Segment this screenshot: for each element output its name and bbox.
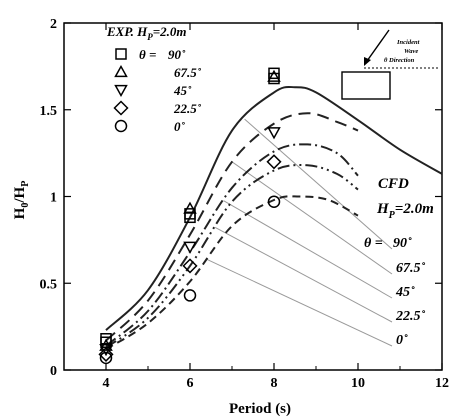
cfd-legend-theta: θ = bbox=[364, 236, 383, 251]
cfd-line-22-5 bbox=[105, 164, 359, 349]
cfd-legend-title: CFD bbox=[378, 176, 409, 192]
exp-point-0 bbox=[183, 289, 197, 302]
inset-label-2: Wave bbox=[404, 48, 418, 55]
exp-legend-label-67-5: 67.5˚ bbox=[174, 65, 202, 80]
x-tick-label-10: 10 bbox=[351, 376, 365, 391]
exp-legend-marker-45 bbox=[114, 84, 128, 98]
exp-legend-marker-90 bbox=[115, 48, 127, 60]
exp-legend-marker-22-5 bbox=[113, 100, 129, 116]
leader-line-0 bbox=[206, 258, 393, 347]
exp-point-0 bbox=[267, 195, 281, 208]
cfd-legend-subtitle: HP=2.0m bbox=[376, 201, 434, 221]
inset-label-3: θ Direction bbox=[384, 57, 415, 64]
y-tick-label-0: 0 bbox=[50, 364, 57, 379]
cfd-legend-label-90: 90˚ bbox=[393, 236, 412, 251]
y-axis-title: H0/HP bbox=[12, 181, 31, 220]
exp-legend-label-22-5: 22.5˚ bbox=[173, 101, 202, 116]
cfd-line-45 bbox=[105, 143, 359, 347]
leader-line-45 bbox=[223, 200, 393, 299]
exp-legend-entries: θ = 90˚ 67.5˚ 45˚ 22.5˚ 0˚ bbox=[113, 47, 202, 134]
series-markers bbox=[98, 67, 282, 365]
cfd-leader-lines bbox=[206, 118, 393, 347]
exp-legend-marker-0 bbox=[114, 119, 128, 133]
exp-point-67-5 bbox=[267, 69, 281, 82]
exp-point-67-5 bbox=[183, 201, 197, 214]
inset-label-1: Incident bbox=[396, 39, 420, 46]
exp-legend-label-0: 0˚ bbox=[174, 119, 186, 134]
series-lines bbox=[105, 85, 443, 351]
leader-line-22-5 bbox=[214, 226, 393, 323]
exp-point-45 bbox=[267, 127, 281, 140]
x-tick-label-12: 12 bbox=[435, 376, 449, 391]
y-tick-label-1.5: 1.5 bbox=[40, 104, 58, 119]
axes: 4 6 8 10 12 0 0.5 1 1.5 2 bbox=[40, 17, 450, 391]
cfd-legend-entries: θ = 90˚ 67.5˚ 45˚ 22.5˚ 0˚ bbox=[364, 236, 426, 348]
cfd-legend-label-0: 0˚ bbox=[396, 333, 408, 348]
y-tick-label-1: 1 bbox=[50, 191, 57, 206]
cfd-legend: CFD HP=2.0m bbox=[376, 176, 434, 221]
cfd-legend-label-22-5: 22.5˚ bbox=[395, 309, 426, 324]
exp-legend-label-45: 45˚ bbox=[173, 83, 192, 98]
exp-point-45 bbox=[183, 241, 197, 254]
exp-point-90 bbox=[268, 72, 280, 85]
exp-point-22-5 bbox=[98, 346, 114, 362]
inset-direction-arrow bbox=[366, 29, 390, 62]
exp-point-22-5 bbox=[266, 154, 282, 170]
cfd-line-90 bbox=[105, 85, 443, 331]
y-tick-label-0.5: 0.5 bbox=[40, 277, 58, 292]
exp-legend-theta: θ = bbox=[139, 47, 156, 62]
exp-legend-marker-67-5 bbox=[114, 64, 128, 78]
exp-legend-title: EXP. HP=2.0m bbox=[106, 24, 187, 42]
cfd-legend-label-45: 45˚ bbox=[395, 285, 415, 300]
cfd-line-0 bbox=[105, 195, 359, 351]
inset-arrow-head bbox=[364, 57, 371, 66]
cfd-line-67-5 bbox=[105, 112, 359, 342]
exp-legend: EXP. HP=2.0m bbox=[106, 24, 187, 42]
x-tick-label-8: 8 bbox=[271, 376, 278, 391]
exp-point-22-5 bbox=[182, 258, 198, 274]
exp-legend-label-90: 90˚ bbox=[168, 47, 186, 62]
leader-line-90 bbox=[244, 118, 393, 250]
y-tick-label-2: 2 bbox=[50, 17, 57, 32]
leader-line-67-5 bbox=[231, 161, 393, 275]
inset-structure bbox=[341, 71, 391, 100]
x-tick-label-6: 6 bbox=[187, 376, 194, 391]
x-tick-label-4: 4 bbox=[103, 376, 110, 391]
cfd-legend-label-67-5: 67.5˚ bbox=[396, 261, 426, 276]
inset-diagram: Incident Wave θ Direction bbox=[341, 29, 440, 100]
x-axis-title: Period (s) bbox=[229, 401, 291, 417]
